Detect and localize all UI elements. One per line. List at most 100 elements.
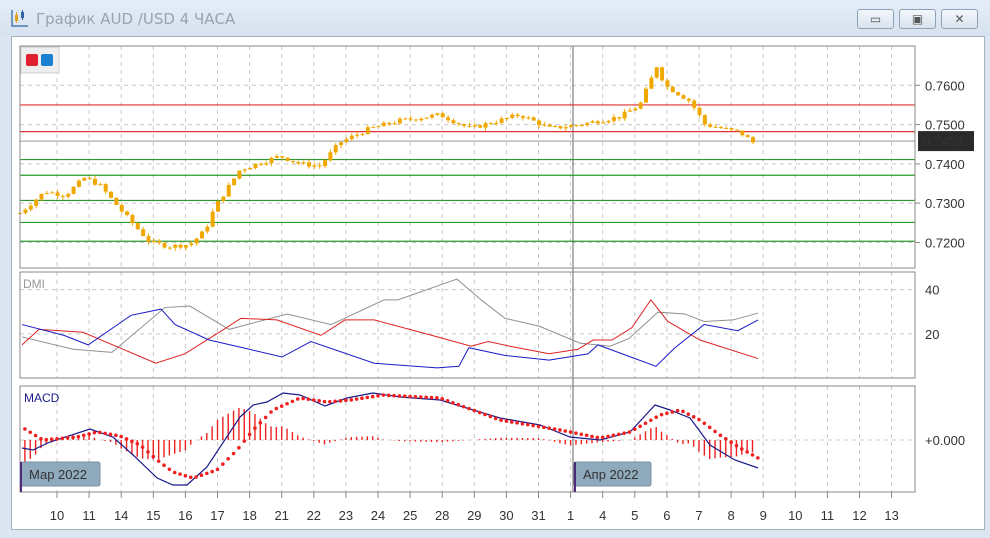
candle-body <box>103 184 108 192</box>
candlestick-chart-icon <box>11 10 28 27</box>
signal-dot <box>354 397 359 401</box>
signal-dot <box>707 425 712 430</box>
signal-dot <box>616 432 621 437</box>
signal-dot <box>65 436 70 440</box>
candle-body <box>50 192 55 194</box>
signal-dot <box>242 439 247 443</box>
candle-body <box>290 160 295 163</box>
candle-body <box>280 156 285 158</box>
signal-dot <box>28 430 33 435</box>
panel-border <box>19 385 916 493</box>
candle-body <box>312 165 317 167</box>
candle-body <box>515 114 520 117</box>
close-button[interactable]: ✕ <box>941 9 978 29</box>
current-price-label: 0.7458 <box>923 134 963 149</box>
candle-body <box>274 156 279 158</box>
signal-dot <box>328 399 332 404</box>
x-tick-label: 11 <box>82 508 96 523</box>
candle-body <box>135 223 140 230</box>
signal-dot <box>119 434 123 439</box>
candle-body <box>296 162 301 164</box>
candle-body <box>595 121 600 124</box>
candle-body <box>542 124 547 126</box>
candle-body <box>504 117 509 119</box>
price-axis-label: 0.7500 <box>925 118 965 133</box>
candle-body <box>82 177 87 181</box>
candle-body <box>199 231 204 239</box>
signal-dot <box>670 410 675 414</box>
signal-dot <box>178 472 182 476</box>
candle-body <box>167 247 172 249</box>
candle-body <box>39 193 44 200</box>
candle-body <box>34 199 39 206</box>
candle-body <box>44 192 49 194</box>
signal-dot <box>643 421 648 426</box>
x-tick-label: 31 <box>531 508 545 523</box>
signal-dot <box>130 439 134 444</box>
candle-body <box>713 126 718 128</box>
candle-body <box>76 180 81 187</box>
signal-dot <box>638 424 642 429</box>
x-tick-label: 8 <box>727 508 734 523</box>
price-axis-label: 0.7600 <box>925 78 965 93</box>
signal-dot <box>584 433 589 438</box>
signal-dot <box>756 456 760 460</box>
signal-dot <box>504 419 509 423</box>
minimize-button[interactable]: ▭ <box>857 9 894 29</box>
candle-body <box>718 127 723 129</box>
candle-body <box>216 200 221 212</box>
x-tick-label: 11 <box>821 508 835 523</box>
x-tick-label: 28 <box>435 508 449 523</box>
candle-body <box>724 128 729 130</box>
signal-dot <box>205 471 209 476</box>
signal-dot <box>44 437 49 442</box>
signal-dot <box>156 459 161 463</box>
dmi-title: DMI <box>23 277 45 291</box>
candle-body <box>183 245 188 248</box>
candle-body <box>141 229 146 237</box>
signal-dot <box>654 415 658 420</box>
signal-dot <box>402 394 407 399</box>
candle-body <box>456 123 461 125</box>
candle-body <box>611 117 616 121</box>
panel-border <box>19 271 916 379</box>
candle-body <box>114 197 119 205</box>
restore-button[interactable]: ▣ <box>899 9 936 29</box>
candle-body <box>478 125 483 128</box>
minimize-icon: ▭ <box>869 12 882 26</box>
signal-dot <box>290 399 295 404</box>
x-tick-label: 30 <box>499 508 513 523</box>
signal-dot <box>702 421 707 426</box>
signal-dot <box>146 450 150 454</box>
candle-body <box>232 178 237 185</box>
signal-dot <box>633 427 637 432</box>
x-tick-label: 18 <box>242 508 256 523</box>
signal-dot <box>114 433 118 438</box>
price-axis-label: 0.7200 <box>925 235 965 250</box>
signal-dot <box>574 431 578 435</box>
candle-body <box>510 114 515 118</box>
signal-dot <box>526 422 530 427</box>
candle-body <box>702 115 707 125</box>
signal-dot <box>23 427 27 431</box>
candle-body <box>692 100 697 108</box>
candle-body <box>258 163 263 165</box>
price-levels <box>20 104 915 242</box>
signal-dot <box>349 398 354 402</box>
signal-dot <box>750 453 755 457</box>
signal-dot <box>740 447 744 451</box>
candle-body <box>633 108 638 111</box>
candle-body <box>387 122 392 125</box>
candle-body <box>317 165 322 167</box>
candle-body <box>328 152 333 161</box>
signal-dot <box>247 432 252 437</box>
x-tick-label: 4 <box>599 508 606 523</box>
signal-dot <box>665 411 669 416</box>
candle-body <box>248 167 253 170</box>
x-tick-label: 10 <box>50 508 64 523</box>
signal-dot <box>71 435 75 440</box>
signal-dot <box>49 437 54 442</box>
candle-body <box>371 126 376 128</box>
signal-dot <box>98 430 102 435</box>
